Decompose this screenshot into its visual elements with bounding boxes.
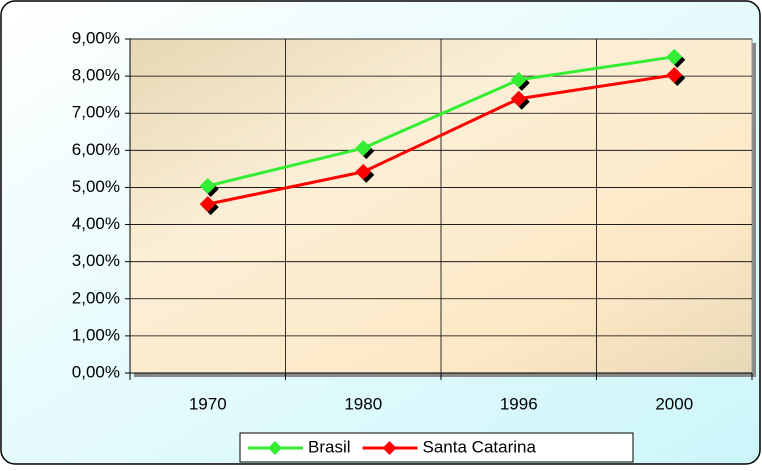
y-tick-label: 4,00%	[72, 214, 120, 233]
y-tick-label: 7,00%	[72, 103, 120, 122]
marker	[199, 196, 216, 213]
legend-marker	[268, 441, 282, 455]
y-tick-label: 6,00%	[72, 140, 120, 159]
marker	[666, 66, 683, 83]
marker	[666, 48, 683, 65]
marker	[510, 90, 527, 107]
y-tick-label: 1,00%	[72, 325, 120, 344]
marker	[355, 163, 372, 180]
y-tick-label: 8,00%	[72, 66, 120, 85]
legend-box	[239, 432, 634, 463]
y-tick-label: 5,00%	[72, 177, 120, 196]
y-tick-label: 3,00%	[72, 251, 120, 270]
marker	[199, 177, 216, 194]
series-line	[207, 55, 675, 188]
y-tick-label: 0,00%	[72, 362, 120, 381]
x-tick-label: 1996	[500, 394, 538, 413]
x-tick-label: 1980	[344, 394, 382, 413]
marker	[355, 140, 372, 157]
legend-label: Santa Catarina	[423, 437, 537, 456]
y-tick-label: 9,00%	[72, 28, 120, 47]
series-line	[207, 73, 675, 206]
x-tick-label: 2000	[655, 394, 693, 413]
y-tick-label: 2,00%	[72, 288, 120, 307]
legend-marker	[382, 441, 397, 455]
marker	[510, 71, 527, 88]
x-tick-label: 1970	[189, 394, 227, 413]
legend-label: Brasil	[308, 437, 351, 456]
